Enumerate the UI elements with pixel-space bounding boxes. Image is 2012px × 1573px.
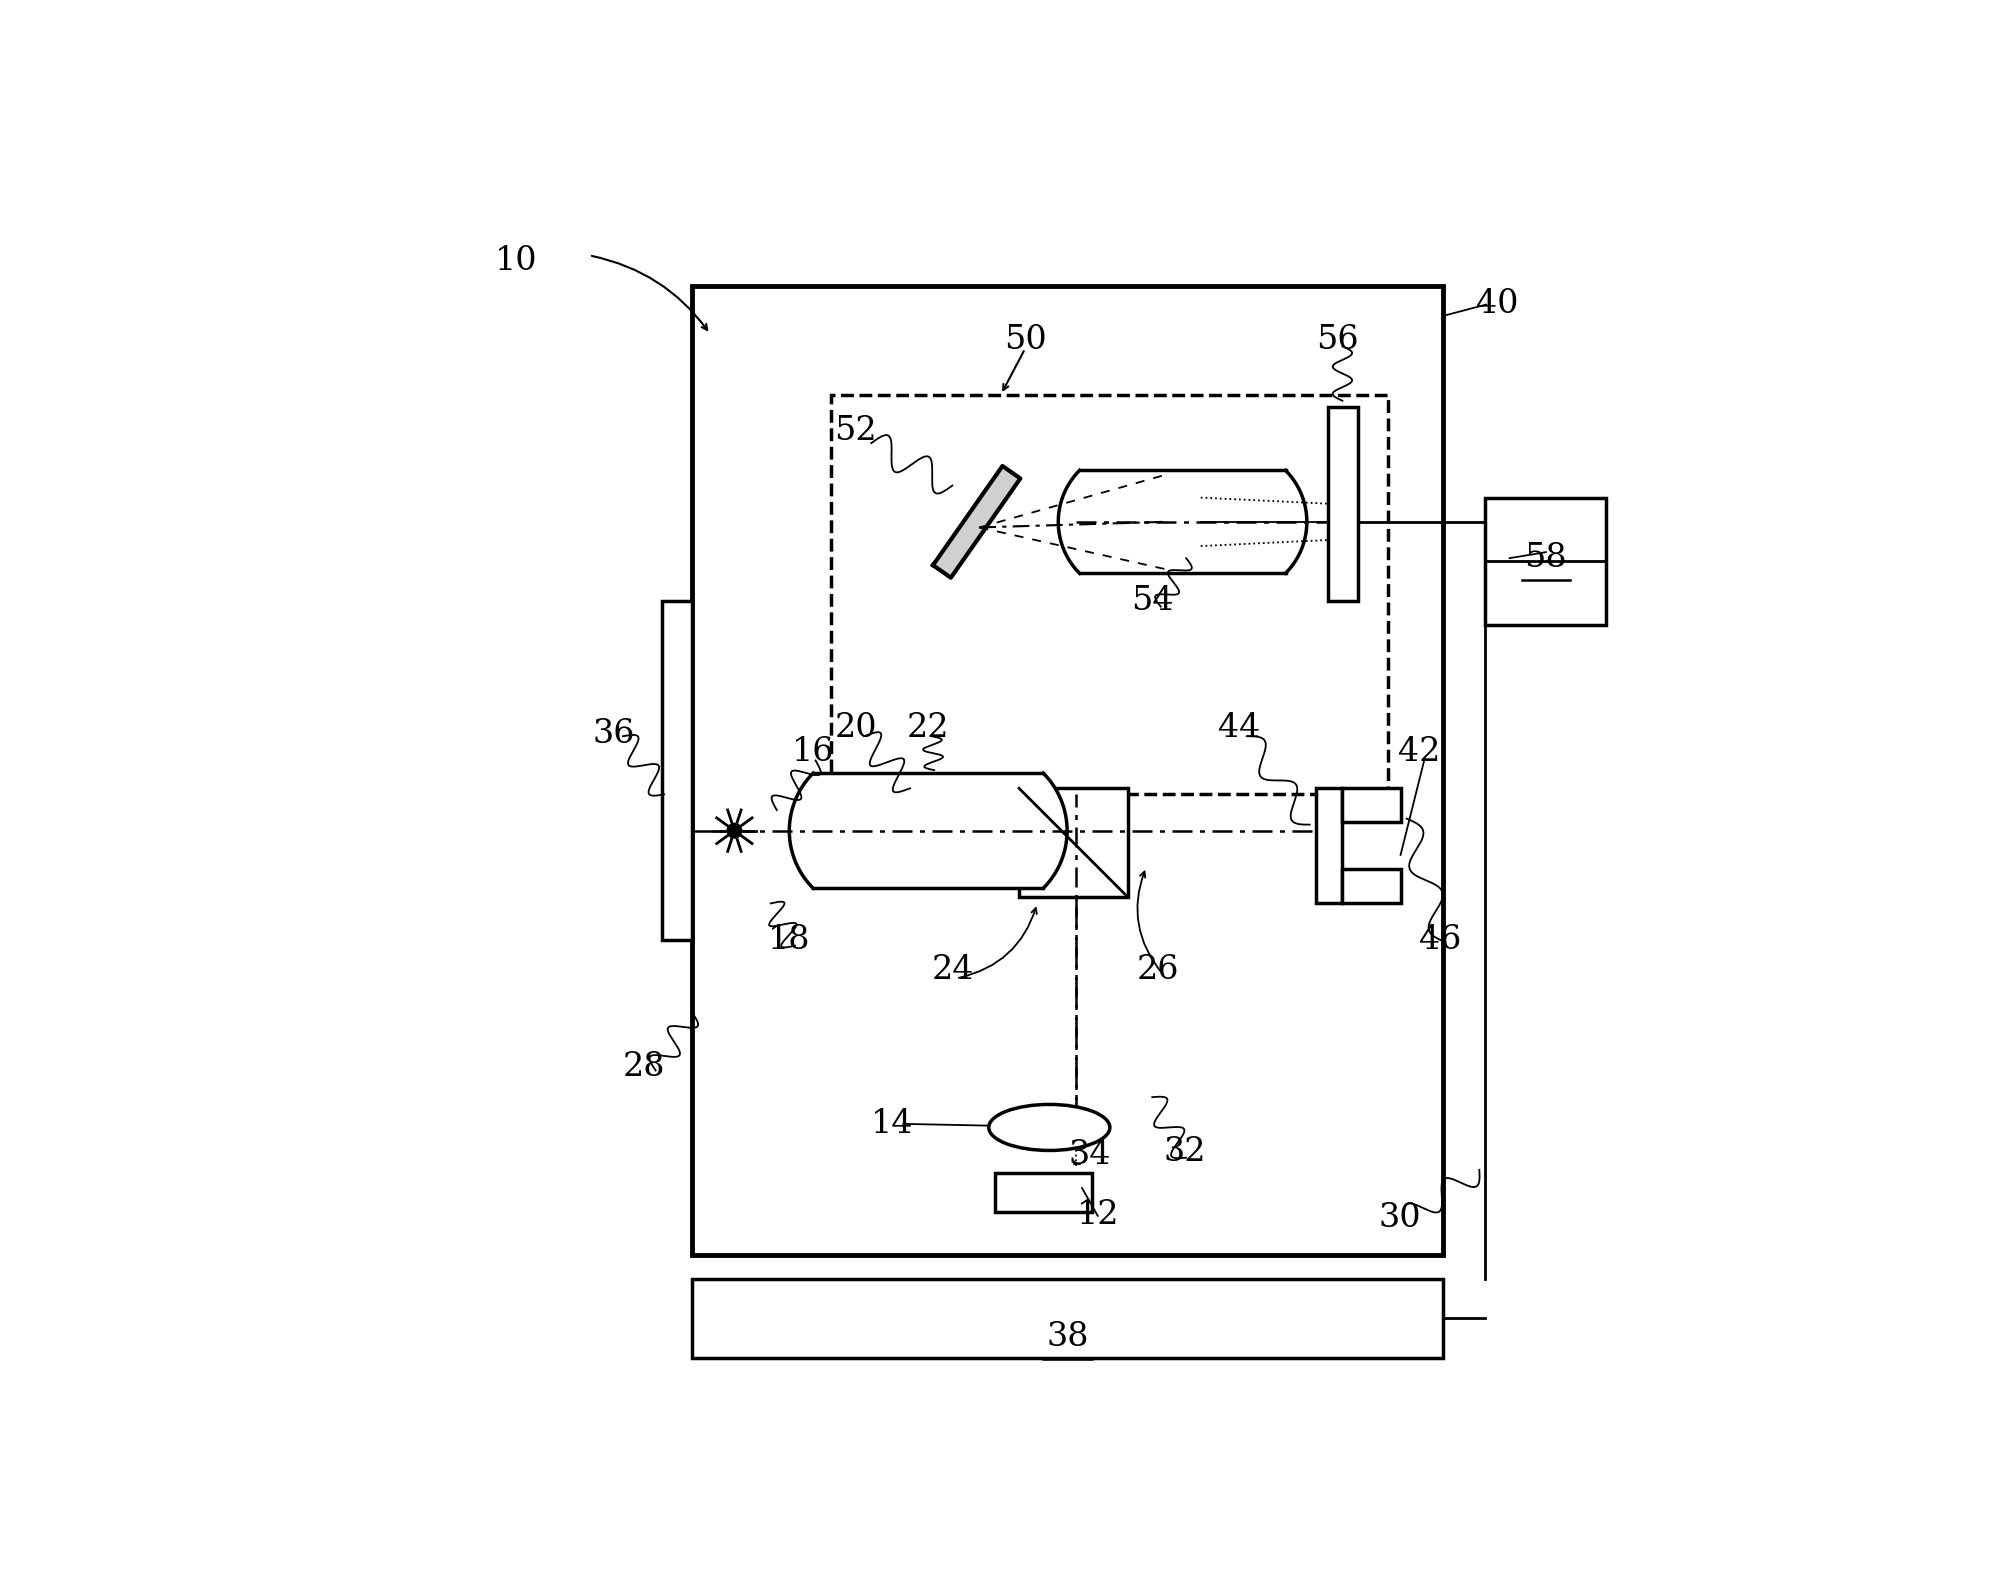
Bar [1342,788,1400,823]
Text: 24: 24 [932,953,974,986]
Ellipse shape [988,1104,1111,1150]
Bar [662,601,692,939]
Bar [692,286,1443,1255]
Text: 14: 14 [871,1107,913,1140]
Text: 52: 52 [835,415,877,447]
Text: 22: 22 [907,711,950,744]
Text: 30: 30 [1378,1202,1420,1235]
Bar [1485,497,1606,624]
Text: 42: 42 [1398,736,1441,768]
Text: 58: 58 [1525,543,1567,574]
Bar [1018,788,1129,897]
Text: 18: 18 [769,923,811,956]
Text: 50: 50 [1004,324,1046,355]
Text: 40: 40 [1477,288,1519,319]
Text: 12: 12 [1076,1199,1119,1230]
Text: 46: 46 [1418,923,1463,956]
Text: 34: 34 [1068,1139,1111,1172]
Text: 26: 26 [1137,953,1179,986]
Polygon shape [789,774,1066,889]
Bar [994,1173,1093,1213]
Text: 28: 28 [622,1051,664,1082]
Bar [692,1279,1443,1357]
Text: 36: 36 [592,717,634,750]
Polygon shape [934,466,1020,577]
Text: 44: 44 [1219,711,1262,744]
Text: 38: 38 [1046,1321,1088,1353]
Bar [831,395,1388,794]
Circle shape [726,823,742,838]
Text: 56: 56 [1316,324,1358,355]
Text: 20: 20 [835,711,877,744]
Text: 32: 32 [1163,1136,1207,1167]
Bar [1342,870,1400,903]
Bar [1316,788,1342,903]
Text: 10: 10 [495,245,537,277]
Text: 16: 16 [793,736,835,768]
Bar [1328,407,1358,601]
Polygon shape [1058,470,1308,573]
Text: 54: 54 [1131,585,1173,617]
